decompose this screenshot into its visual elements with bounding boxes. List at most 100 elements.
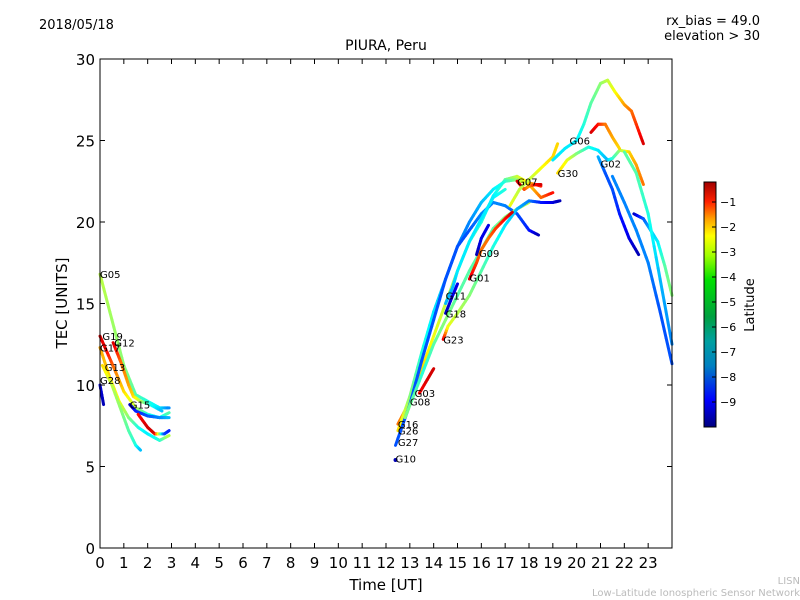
x-tick-label: 16 bbox=[472, 554, 491, 572]
series-g23 bbox=[441, 199, 562, 341]
x-tick-label: 23 bbox=[639, 554, 658, 572]
series-g07 bbox=[515, 179, 543, 191]
colorbar-tick-label: −2 bbox=[720, 221, 736, 234]
series-g06 bbox=[551, 78, 645, 162]
colorbar bbox=[703, 181, 717, 428]
x-tick-label: 14 bbox=[424, 554, 443, 572]
series-segment bbox=[635, 250, 641, 257]
x-tick-label: 18 bbox=[519, 554, 538, 572]
x-tick-label: 9 bbox=[310, 554, 320, 572]
plot-frame bbox=[99, 58, 673, 549]
prn-label: G01 bbox=[469, 273, 489, 284]
series-segment bbox=[648, 223, 654, 238]
elevation-label: elevation > 30 bbox=[664, 29, 760, 44]
series-segment bbox=[666, 321, 672, 335]
x-tick-label: 4 bbox=[191, 554, 201, 572]
series-segment bbox=[650, 234, 656, 248]
series-segment bbox=[652, 244, 658, 259]
x-tick-label: 13 bbox=[400, 554, 419, 572]
series-segment bbox=[138, 447, 143, 452]
series-segment bbox=[485, 223, 490, 229]
colorbar-tick-label: −3 bbox=[720, 246, 736, 259]
series-g30 bbox=[508, 142, 560, 208]
x-axis-label: Time [UT] bbox=[348, 576, 422, 594]
colorbar-tick-label: −1 bbox=[720, 196, 736, 209]
series-segment bbox=[640, 179, 645, 187]
series-g02c bbox=[622, 150, 674, 346]
series-segment bbox=[646, 212, 652, 227]
x-tick-label: 2 bbox=[143, 554, 153, 572]
y-tick-label: 10 bbox=[76, 377, 95, 395]
series-g28 bbox=[98, 383, 106, 407]
x-tick-label: 1 bbox=[119, 554, 129, 572]
x-tick-label: 10 bbox=[329, 554, 348, 572]
series-segment bbox=[640, 139, 645, 146]
prn-label: G16 bbox=[398, 420, 418, 431]
prn-label: G15 bbox=[130, 401, 150, 412]
x-tick-label: 3 bbox=[167, 554, 177, 572]
x-tick-label: 15 bbox=[448, 554, 467, 572]
colorbar-tick-label: −6 bbox=[720, 321, 736, 334]
y-axis: 0 5 10 15 20 25 30 bbox=[76, 51, 672, 558]
series-g12 bbox=[111, 341, 164, 413]
series-g02d bbox=[610, 174, 674, 366]
prn-label: G19 bbox=[102, 332, 122, 343]
series-segment bbox=[662, 299, 668, 314]
series-g13 bbox=[100, 363, 143, 452]
x-tick-label: 8 bbox=[286, 554, 296, 572]
series-segment bbox=[158, 408, 164, 413]
colorbar-label: Latitude bbox=[743, 278, 758, 332]
info-box: rx_bias = 49.0 elevation > 30 bbox=[664, 14, 760, 44]
prn-label: G26 bbox=[398, 427, 418, 438]
prn-label: G05 bbox=[100, 270, 120, 281]
series-g10 bbox=[393, 457, 398, 462]
x-axis: 0 1 2 3 4 5 6 7 8 9 10 11 12 13 14 15 16 17 18 19 20 21 22 23 bbox=[95, 59, 658, 572]
series-segment bbox=[654, 255, 660, 270]
prn-label: G08 bbox=[410, 397, 430, 408]
series-g30b bbox=[556, 145, 645, 187]
x-tick-label: 22 bbox=[615, 554, 634, 572]
credit-long: Low-Latitude Ionospheric Sensor Network bbox=[592, 588, 800, 599]
credit: LISN Low-Latitude Ionospheric Sensor Net… bbox=[592, 576, 800, 600]
series-segment bbox=[549, 191, 555, 195]
series-g11 bbox=[444, 187, 507, 305]
series-g01 bbox=[467, 210, 514, 281]
series-g02b bbox=[632, 212, 674, 297]
prn-label: G13 bbox=[105, 363, 125, 374]
prn-label: G07 bbox=[517, 177, 537, 188]
series-segment bbox=[455, 282, 459, 288]
x-tick-label: 19 bbox=[543, 554, 562, 572]
series-segment bbox=[555, 142, 560, 148]
prn-label: G09 bbox=[479, 249, 499, 260]
x-tick-label: 20 bbox=[567, 554, 586, 572]
prn-label: G17 bbox=[100, 344, 120, 355]
series-g26 bbox=[396, 178, 555, 433]
series-segment bbox=[535, 232, 541, 237]
series-g03 bbox=[417, 367, 436, 395]
x-tick-label: 5 bbox=[214, 554, 224, 572]
prn-label: G03 bbox=[415, 389, 435, 400]
series-segment bbox=[166, 429, 171, 433]
series-segment bbox=[166, 434, 171, 438]
series-g09 bbox=[475, 223, 490, 257]
y-tick-label: 20 bbox=[76, 214, 95, 232]
series-segment bbox=[656, 266, 662, 281]
chart-title: PIURA, Peru bbox=[345, 38, 427, 54]
series-g06b bbox=[589, 122, 622, 151]
colorbar-tick-label: −8 bbox=[720, 371, 736, 384]
series-segment bbox=[660, 288, 666, 303]
colorbar-tick-label: −4 bbox=[720, 271, 736, 284]
prn-label: G06 bbox=[570, 137, 590, 148]
rx-bias-label: rx_bias = 49.0 bbox=[666, 14, 760, 29]
prn-label: G12 bbox=[114, 339, 134, 350]
y-tick-label: 15 bbox=[76, 296, 95, 314]
credit-short: LISN bbox=[777, 576, 800, 587]
series-g15 bbox=[128, 403, 171, 420]
series-g27 bbox=[394, 200, 541, 447]
prn-label: G28 bbox=[100, 376, 120, 387]
series-g16 bbox=[396, 174, 543, 426]
prn-label: G30 bbox=[558, 169, 578, 180]
x-tick-label: 0 bbox=[95, 554, 105, 572]
colorbar-tick-label: −7 bbox=[720, 346, 736, 359]
